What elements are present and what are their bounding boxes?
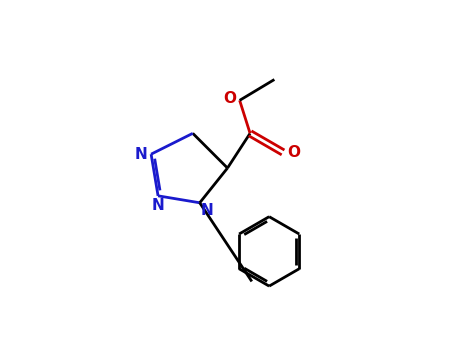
Text: N: N xyxy=(134,147,147,162)
Text: O: O xyxy=(287,145,300,160)
Text: O: O xyxy=(223,91,237,106)
Text: N: N xyxy=(200,203,213,218)
Text: N: N xyxy=(152,198,164,213)
